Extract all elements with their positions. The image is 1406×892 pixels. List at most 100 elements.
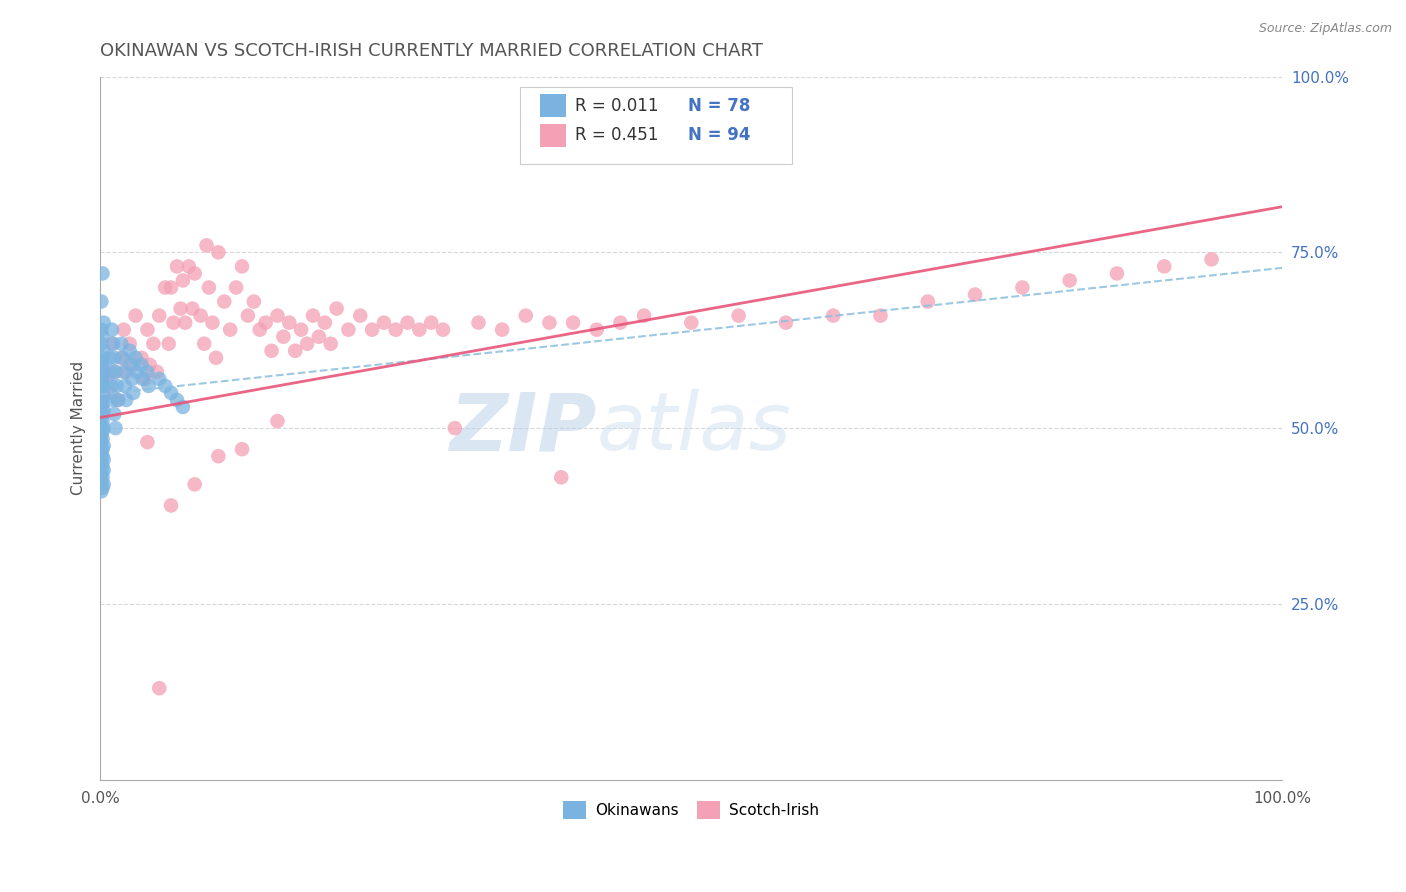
Point [91, 267, 114, 281]
Point [174, 316, 197, 330]
Point [562, 316, 585, 330]
Point [160, 280, 183, 294]
Point [122, 386, 145, 401]
Text: OKINAWAN VS SCOTCH-IRISH CURRENTLY MARRIED CORRELATION CHART: OKINAWAN VS SCOTCH-IRISH CURRENTLY MARRI… [100, 42, 763, 60]
Point [1011, 280, 1033, 294]
Text: Source: ZipAtlas.com: Source: ZipAtlas.com [1258, 22, 1392, 36]
Point [101, 392, 124, 407]
Point [153, 280, 176, 294]
Point [290, 323, 312, 337]
Point [823, 309, 845, 323]
Point [118, 343, 141, 358]
Point [94, 372, 117, 386]
Point [172, 273, 194, 287]
Point [98, 351, 121, 365]
Point [136, 323, 159, 337]
Point [91, 459, 114, 474]
Point [90, 446, 112, 460]
Point [90, 467, 112, 481]
Point [93, 365, 115, 379]
Point [183, 267, 205, 281]
Point [337, 323, 360, 337]
Point [157, 336, 180, 351]
Point [115, 365, 138, 379]
Point [727, 309, 749, 323]
Point [373, 316, 395, 330]
Point [103, 351, 125, 365]
Point [91, 414, 114, 428]
Point [91, 376, 114, 390]
Point [100, 365, 122, 379]
Point [201, 316, 224, 330]
Point [195, 238, 218, 252]
Point [917, 294, 939, 309]
Point [91, 449, 114, 463]
Point [90, 435, 112, 450]
Point [91, 442, 114, 457]
Point [236, 309, 259, 323]
Point [349, 309, 371, 323]
Point [319, 336, 342, 351]
Point [131, 372, 153, 386]
Point [515, 309, 537, 323]
Point [396, 316, 419, 330]
Point [160, 499, 183, 513]
Point [90, 361, 112, 376]
Point [107, 392, 129, 407]
Point [538, 316, 561, 330]
Point [169, 301, 191, 316]
Point [110, 351, 132, 365]
Point [124, 309, 146, 323]
Point [91, 481, 114, 495]
Point [266, 309, 288, 323]
Point [98, 386, 121, 401]
Point [91, 470, 114, 484]
Point [101, 336, 124, 351]
Text: N = 78: N = 78 [688, 96, 751, 115]
Point [432, 323, 454, 337]
Point [90, 456, 112, 470]
Point [112, 323, 135, 337]
Point [284, 343, 307, 358]
Point [1201, 252, 1223, 267]
Point [91, 329, 114, 343]
Point [110, 336, 132, 351]
Point [325, 301, 347, 316]
Y-axis label: Currently Married: Currently Married [72, 361, 86, 495]
Point [101, 336, 124, 351]
Point [90, 417, 112, 432]
Point [134, 372, 156, 386]
Point [93, 343, 115, 358]
Point [139, 358, 162, 372]
Point [136, 435, 159, 450]
Point [166, 392, 188, 407]
Point [148, 309, 170, 323]
Point [177, 260, 200, 274]
Point [965, 287, 987, 301]
Point [101, 379, 124, 393]
Point [585, 323, 607, 337]
Point [138, 379, 160, 393]
Point [131, 358, 153, 372]
Point [120, 358, 142, 372]
Point [408, 323, 430, 337]
Point [146, 365, 169, 379]
Point [148, 372, 170, 386]
Point [273, 329, 295, 343]
Point [93, 403, 115, 417]
Point [93, 421, 115, 435]
Point [112, 365, 135, 379]
Point [869, 309, 891, 323]
Point [166, 260, 188, 274]
Point [260, 343, 283, 358]
Point [1059, 273, 1081, 287]
Point [90, 484, 112, 499]
Text: N = 94: N = 94 [688, 127, 751, 145]
Point [142, 336, 165, 351]
Point [136, 365, 159, 379]
Point [91, 351, 114, 365]
Text: R = 0.451: R = 0.451 [575, 127, 659, 145]
Point [214, 294, 236, 309]
Point [491, 323, 513, 337]
Point [148, 681, 170, 696]
